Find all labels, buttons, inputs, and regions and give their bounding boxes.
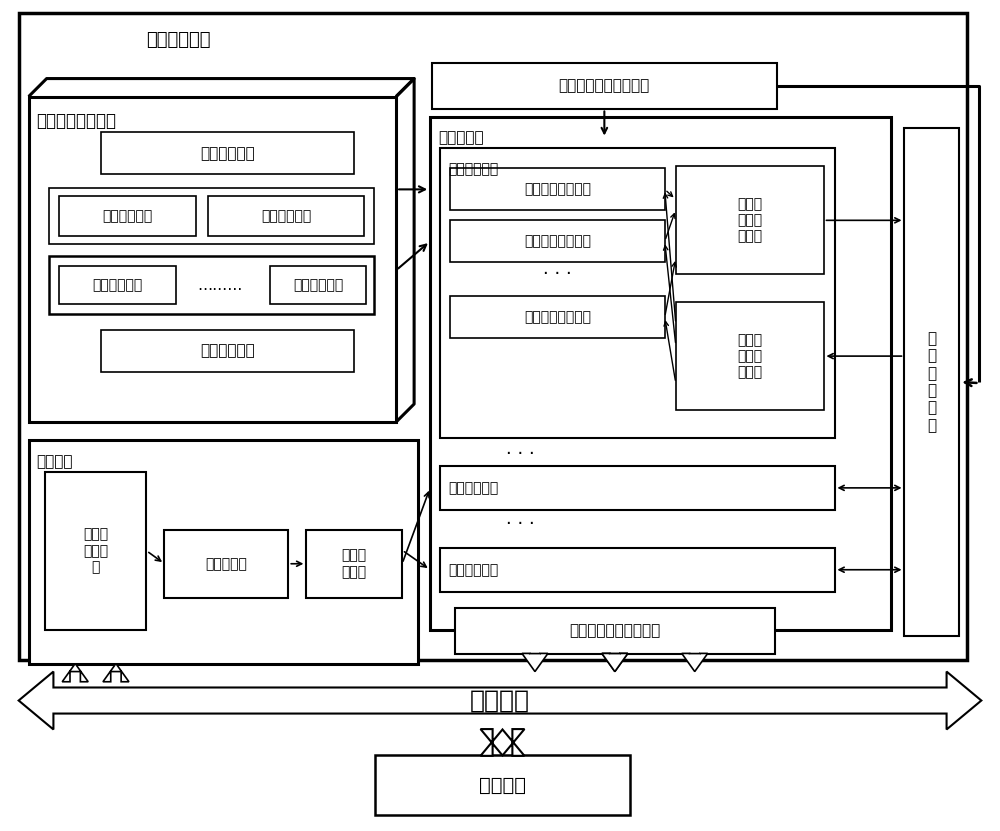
Text: 写端口
运算行
选择器: 写端口 运算行 选择器 [737,197,762,243]
Text: 算术逻辑单元: 算术逻辑单元 [92,278,143,293]
Text: 可重构阵列块: 可重构阵列块 [448,563,498,577]
Text: 可重构阵列块: 可重构阵列块 [448,481,498,495]
Polygon shape [19,671,981,730]
Text: 读端口
运算行
选择器: 读端口 运算行 选择器 [737,333,762,379]
Polygon shape [481,729,524,756]
Bar [306,530,402,597]
Bar [455,607,775,654]
Bar [904,129,959,636]
Bar [208,196,364,236]
Text: 系统总线: 系统总线 [470,689,530,712]
Bar [450,220,665,263]
Polygon shape [62,664,88,681]
Text: · · ·: · · · [506,515,534,533]
Bar [19,12,967,660]
Text: 可重构阵列运算行: 可重构阵列运算行 [524,182,591,196]
Bar [59,266,176,304]
Bar [101,330,354,372]
Bar [29,96,396,422]
Bar [450,296,665,338]
Bar [676,166,824,274]
Text: 算术逻辑单元: 算术逻辑单元 [293,278,343,293]
Bar [440,149,835,438]
Polygon shape [602,653,628,671]
Text: · · ·: · · · [506,445,534,463]
Bar [432,62,777,109]
Polygon shape [682,653,708,671]
Bar [440,548,835,592]
Bar [164,530,288,597]
Text: 数据载入单元: 数据载入单元 [200,146,255,161]
Text: 可重构阵列: 可重构阵列 [438,130,484,145]
Text: 可重构阵列块: 可重构阵列块 [448,162,498,176]
Text: 配置存储器: 配置存储器 [205,557,247,571]
Text: 数据输出单元: 数据输出单元 [200,343,255,359]
Polygon shape [602,653,628,671]
Text: 可重构阵列运算行: 可重构阵列运算行 [524,310,591,324]
Bar [49,189,374,244]
Text: 可重构阵列运算行: 可重构阵列运算行 [524,234,591,248]
Text: 微处理器: 微处理器 [479,776,526,795]
Bar [45,472,146,630]
Bar [440,466,835,510]
Text: 输出先进先出寄存器组: 输出先进先出寄存器组 [569,623,660,638]
Text: 配置与
控制接
口: 配置与 控制接 口 [83,528,108,574]
Text: ………: ……… [198,278,243,293]
Polygon shape [522,653,548,671]
Bar [59,196,196,236]
Text: 可重构处理器: 可重构处理器 [146,31,211,49]
Text: · · ·: · · · [543,265,572,283]
Bar [101,132,354,175]
Text: 配置解
析模块: 配置解 析模块 [342,548,367,579]
Text: 可重构阵列运算行: 可重构阵列运算行 [37,111,117,130]
Text: 字节置换网络: 字节置换网络 [102,209,153,224]
Polygon shape [103,664,129,681]
Bar [29,440,418,664]
Bar [430,116,891,630]
Bar [375,755,630,815]
Bar [49,256,374,314]
Text: 配置单元: 配置单元 [37,454,73,469]
Text: 输入先进先出寄存器组: 输入先进先出寄存器组 [559,78,650,93]
Text: 比特置换网络: 比特置换网络 [261,209,311,224]
Bar [450,169,665,210]
Text: 通
用
寄
存
器
堆: 通 用 寄 存 器 堆 [927,331,936,433]
Bar [676,302,824,410]
Bar [270,266,366,304]
